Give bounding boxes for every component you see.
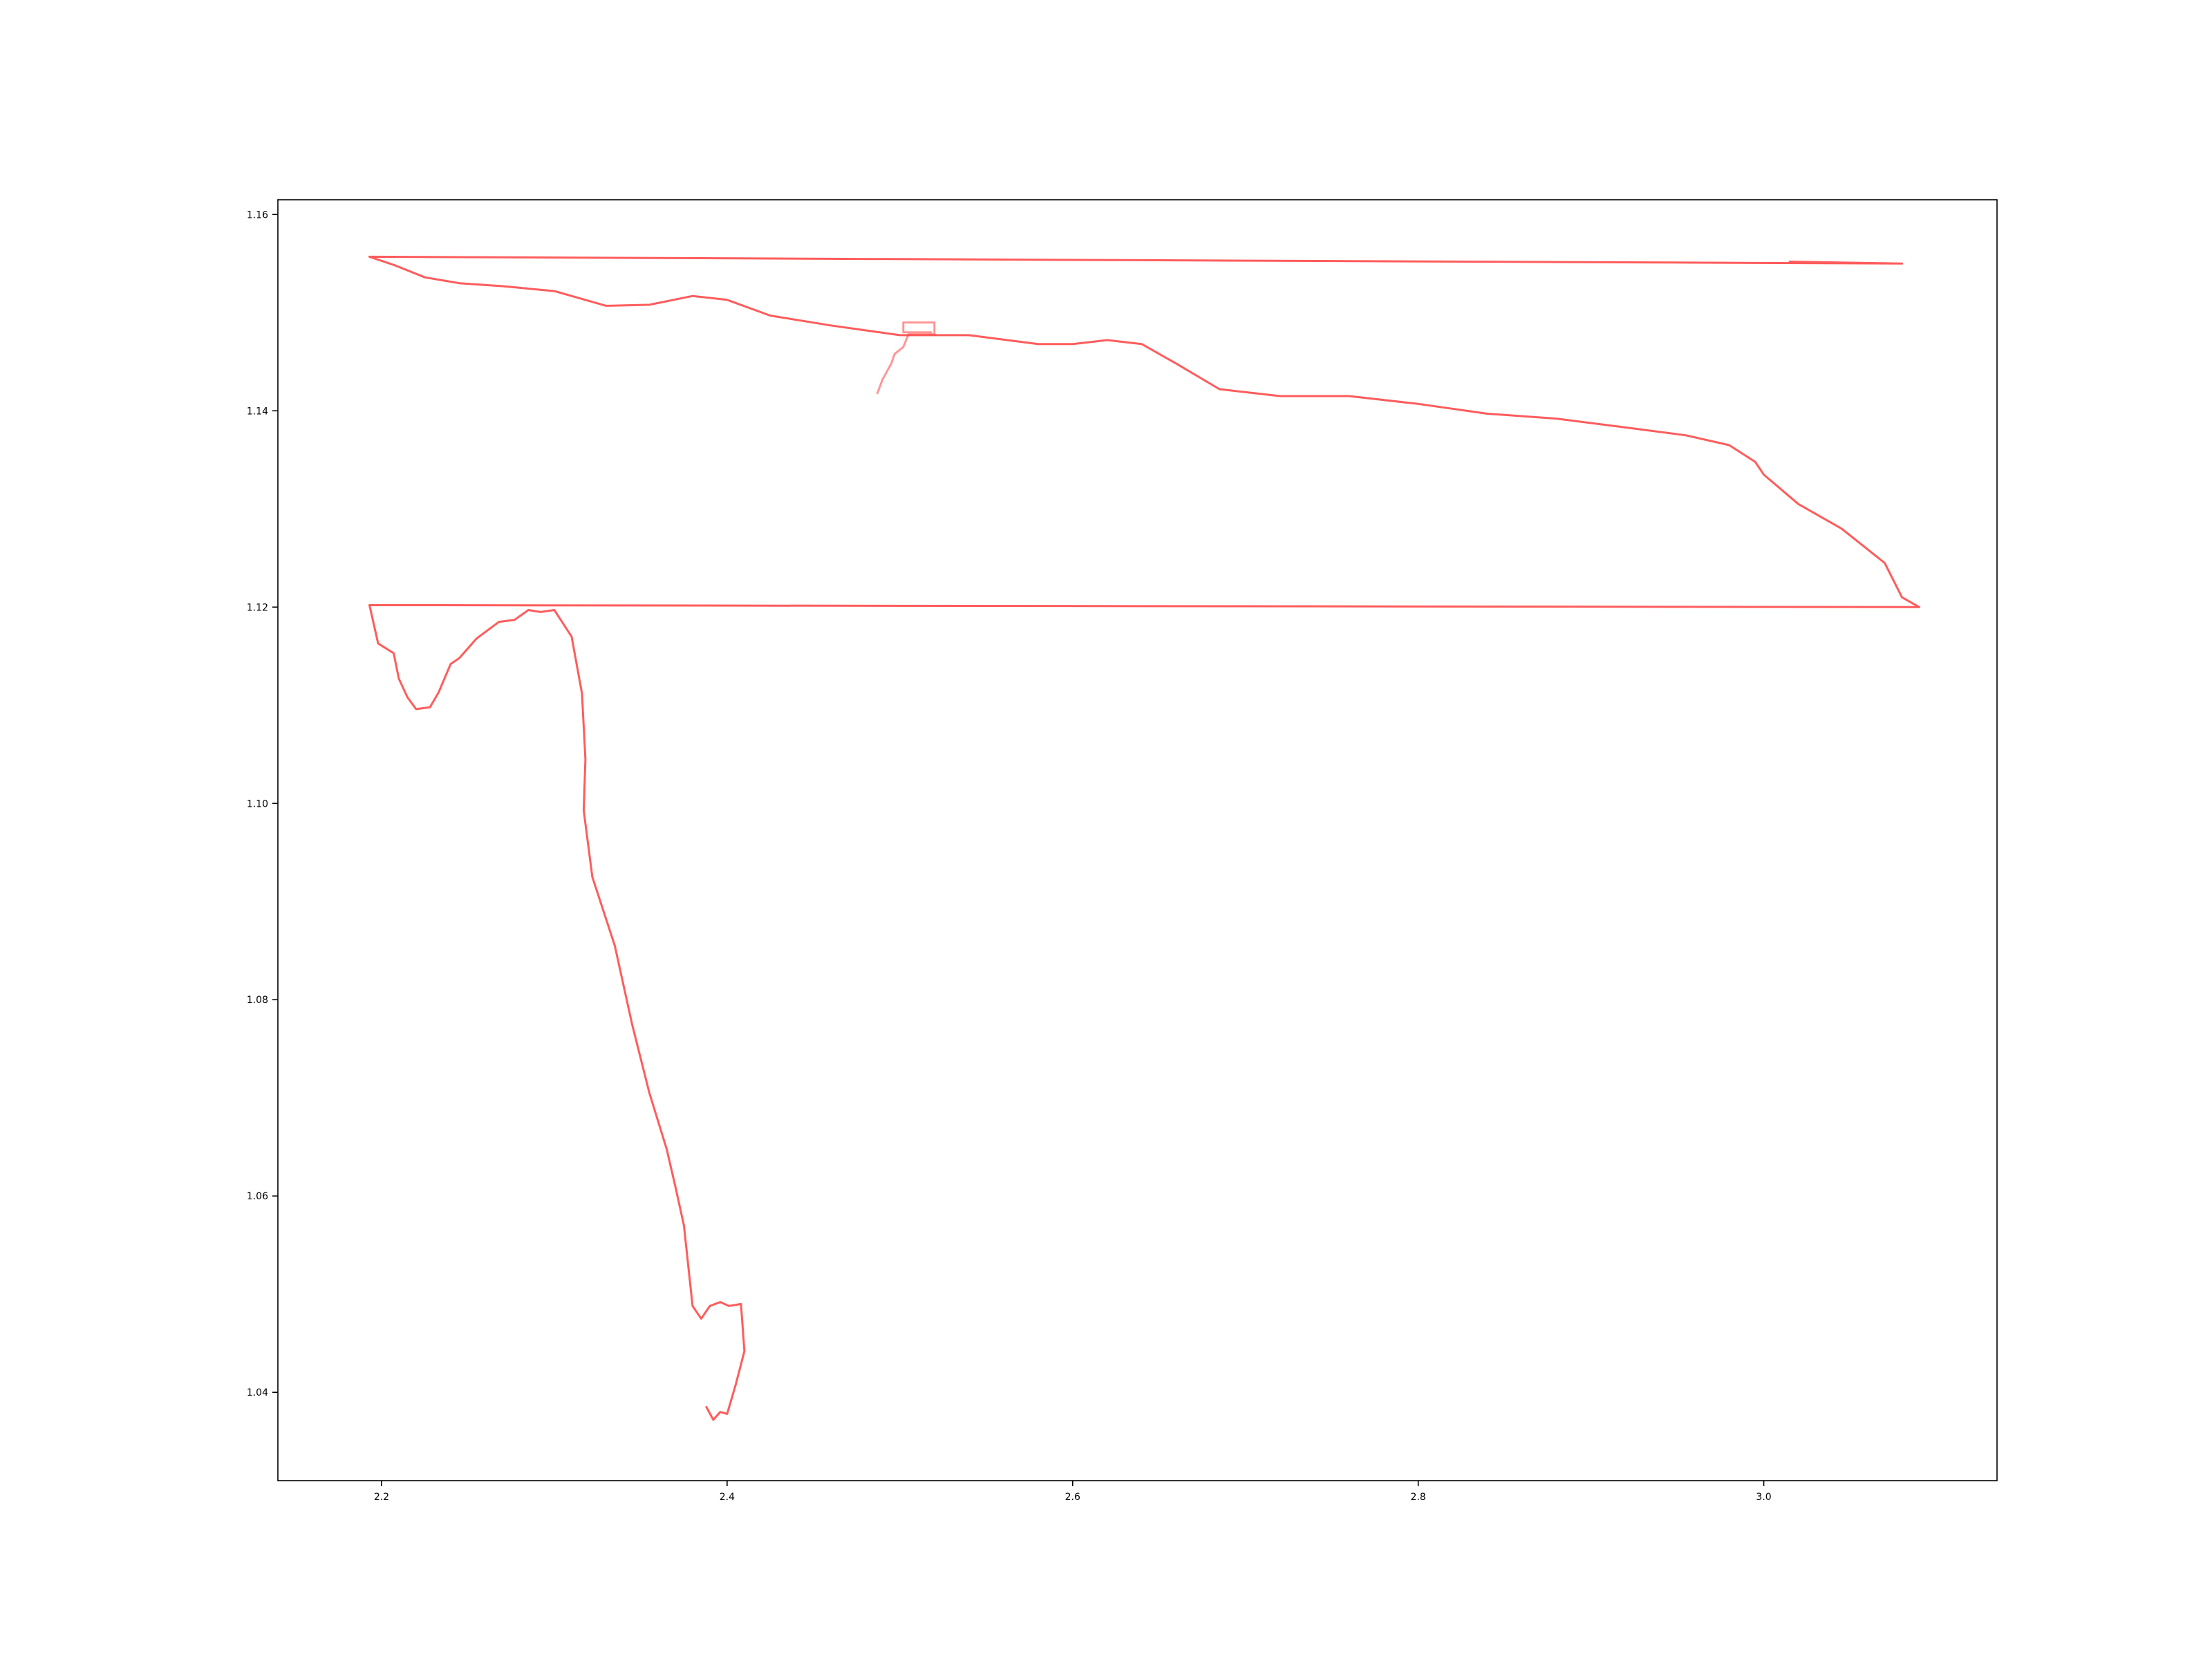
y-tick-label: 1.04 xyxy=(247,1387,268,1398)
x-tick-label: 3.0 xyxy=(1756,1492,1771,1503)
series-layer xyxy=(368,255,1920,1421)
x-axis: 2.2 2.4 2.6 2.8 3.0 xyxy=(374,1481,1772,1503)
trajectory-line-2 xyxy=(876,321,936,395)
y-tick-label: 1.08 xyxy=(247,995,268,1006)
x-tick-label: 2.4 xyxy=(720,1492,735,1503)
x-tick-label: 2.6 xyxy=(1065,1492,1080,1503)
trajectory-line-1 xyxy=(368,255,1920,1421)
y-tick-label: 1.16 xyxy=(247,209,268,221)
plot-frame xyxy=(277,199,1998,1481)
y-tick-label: 1.06 xyxy=(247,1191,268,1202)
y-tick-label: 1.14 xyxy=(247,406,268,417)
y-tick-label: 1.10 xyxy=(247,798,268,809)
y-tick-label: 1.12 xyxy=(247,602,268,613)
x-tick-label: 2.2 xyxy=(374,1492,389,1503)
y-axis: 1.04 1.06 1.08 1.10 1.12 1.14 1.16 xyxy=(247,209,278,1398)
x-tick-label: 2.8 xyxy=(1411,1492,1426,1503)
